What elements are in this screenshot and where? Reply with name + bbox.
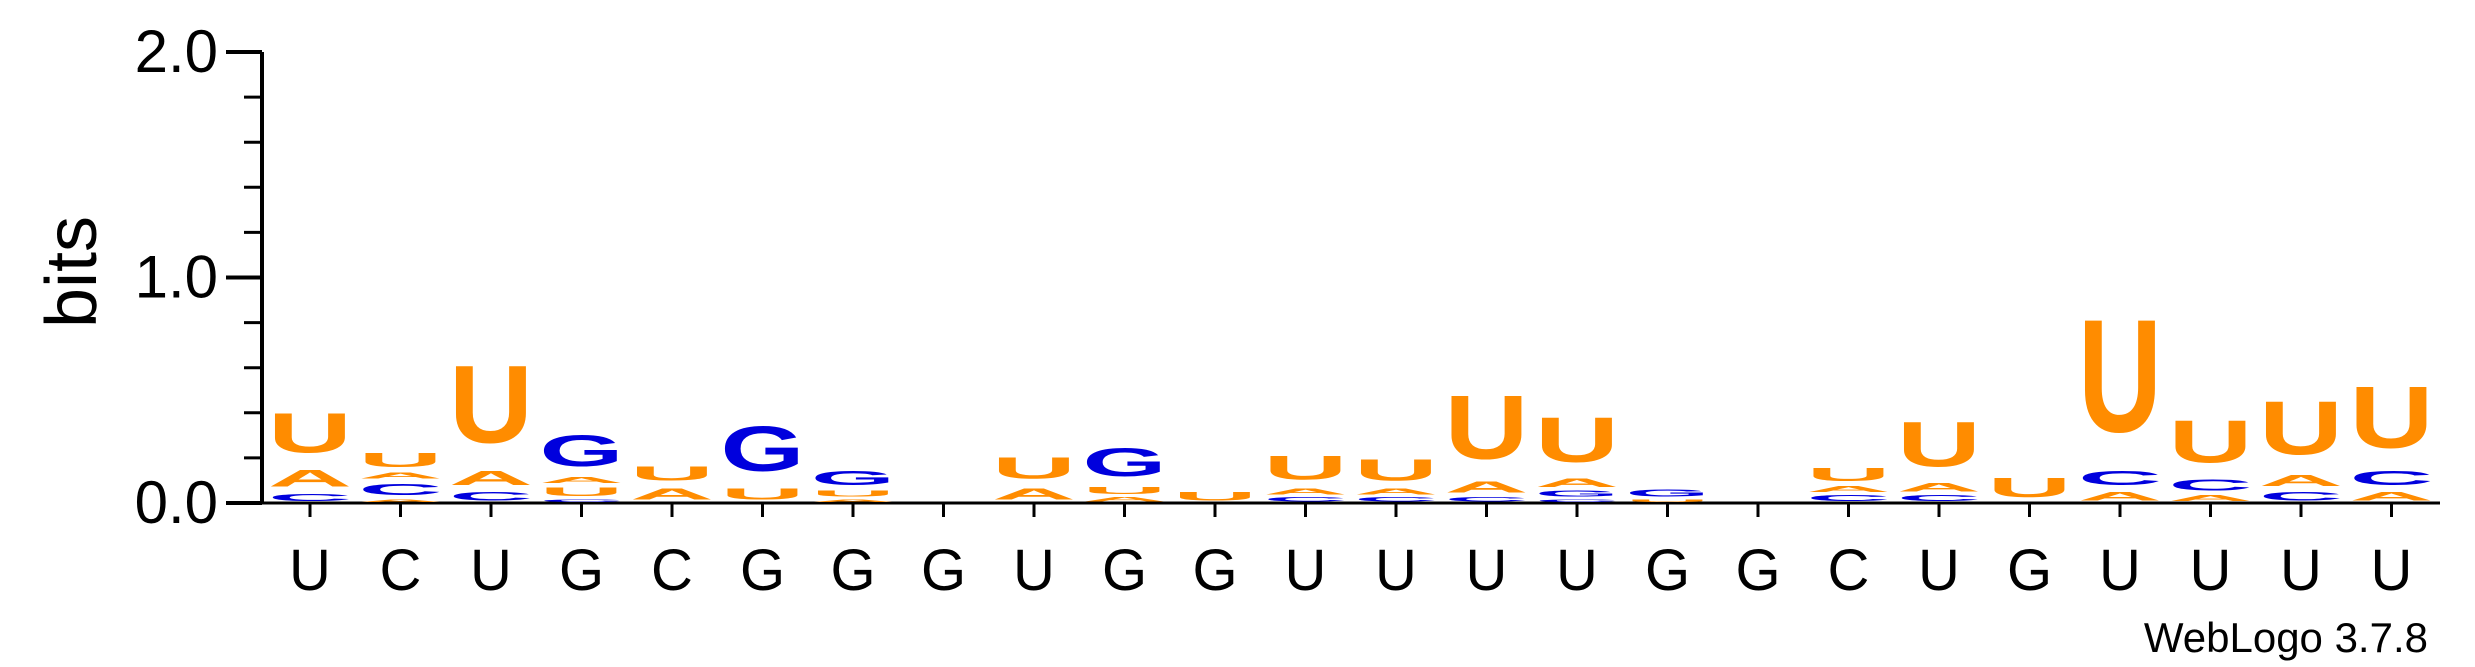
logo-letter-g: G	[1083, 440, 1167, 485]
y-axis-title: bits	[32, 216, 112, 328]
logo-letter-a: A	[992, 485, 1076, 503]
logo-letter-a: A	[1445, 478, 1529, 496]
logo-letter-g: G	[1626, 487, 1710, 498]
logo-letter-c: C	[2259, 489, 2343, 503]
position-label: G	[2007, 538, 2052, 603]
logo-letter-a: A	[1535, 476, 1619, 490]
logo-letter-a: A	[449, 467, 533, 490]
logo-letter-a: A	[1354, 487, 1438, 496]
logo-letter-a: A	[1897, 480, 1981, 494]
logo-letter-u: U	[721, 485, 805, 503]
position-label: U	[1375, 538, 1417, 603]
position-label: U	[1013, 538, 1055, 603]
logo-letter-g: G	[721, 413, 805, 485]
logo-letter-c: C	[2078, 467, 2162, 490]
position-label: U	[2099, 538, 2141, 603]
position-label: U	[1918, 538, 1960, 603]
logo-letter-a: A	[268, 465, 352, 492]
logo-letter-u: U	[1444, 377, 1528, 478]
logo-letter-u: U	[1988, 471, 2072, 503]
logo-letter-u: U	[2350, 367, 2434, 466]
logo-letter-u: U	[358, 449, 442, 472]
logo-letter-a: A	[811, 499, 895, 503]
logo-letter-g: G	[811, 467, 895, 489]
position-label: G	[1192, 538, 1237, 603]
logo-letter-c: C	[1445, 496, 1529, 503]
logo-letter-c: C	[268, 492, 352, 503]
logo-letter-u: U	[1082, 485, 1166, 496]
position-label: U	[2371, 538, 2413, 603]
position-label: C	[651, 538, 693, 603]
logo-letter-u: U	[1897, 408, 1981, 480]
y-axis: 0.0 1.0 2.0	[135, 18, 2440, 536]
logo-letter-g: G	[1535, 490, 1619, 499]
logo-letter-u: U	[2169, 408, 2253, 476]
logo-letter-a: A	[539, 476, 623, 485]
logo-letter-c: C	[540, 499, 624, 503]
position-label: U	[1466, 538, 1508, 603]
position-label: G	[740, 538, 785, 603]
logo-letter-g: G	[540, 426, 624, 475]
logo-letter-a: A	[630, 485, 714, 503]
weblogo-credit: WebLogo 3.7.8	[2144, 614, 2428, 661]
y-tick-label: 2.0	[135, 18, 218, 85]
logo-letter-a: A	[1806, 485, 1890, 494]
y-tick-label: 1.0	[135, 244, 218, 311]
position-label: U	[1285, 538, 1327, 603]
logo-letter-a: A	[1263, 487, 1347, 496]
logo-letter-u: U	[268, 402, 352, 465]
y-tick-label: 0.0	[135, 469, 218, 536]
logo-letter-u: U	[540, 485, 624, 499]
logo-letter-u: U	[1626, 499, 1710, 503]
logo-letter-u: U	[811, 489, 895, 498]
position-label: U	[1556, 538, 1598, 603]
logo-letter-u: U	[1173, 489, 1257, 503]
logo-letter-c: C	[1354, 496, 1438, 503]
position-label: G	[1645, 538, 1690, 603]
logo-letter-a: A	[2259, 471, 2343, 489]
logo-letter-a: A	[1083, 496, 1167, 503]
position-label: G	[1735, 538, 1780, 603]
logo-letter-u: U	[1807, 465, 1891, 485]
position-label: C	[1828, 538, 1870, 603]
logo-letter-c: C	[449, 489, 533, 503]
logo-letter-a: A	[2350, 489, 2434, 503]
logo-letter-a: A	[359, 499, 443, 503]
logo-letter-a: A	[2168, 494, 2252, 503]
position-label: G	[559, 538, 604, 603]
position-label: U	[2280, 538, 2322, 603]
position-label: C	[380, 538, 422, 603]
logo-letter-u: U	[2078, 286, 2162, 466]
logo-letter-a: A	[358, 471, 442, 480]
logo-letter-c: C	[1264, 496, 1348, 503]
position-label: G	[921, 538, 966, 603]
logo-letter-c: C	[1535, 499, 1619, 503]
position-label: U	[470, 538, 512, 603]
position-label: G	[830, 538, 875, 603]
position-label: U	[289, 538, 331, 603]
logo-letter-c: C	[1806, 494, 1890, 503]
logo-letter-u: U	[449, 343, 533, 467]
logo-letter-c: C	[2349, 467, 2433, 490]
logo-letter-c: C	[359, 480, 443, 498]
logo-letter-a: A	[2078, 489, 2162, 503]
logo-letter-u: U	[1354, 454, 1438, 488]
position-label: G	[1102, 538, 1147, 603]
logo-letter-c: C	[1897, 494, 1981, 503]
logo-letter-u: U	[1535, 404, 1619, 476]
logo-letter-u: U	[630, 462, 714, 485]
logo-letter-c: C	[2169, 476, 2253, 494]
logo-letter-u: U	[1264, 449, 1348, 487]
position-label: U	[2190, 538, 2232, 603]
logo-letter-u: U	[2259, 385, 2343, 470]
logo-letter-u: U	[992, 451, 1076, 485]
